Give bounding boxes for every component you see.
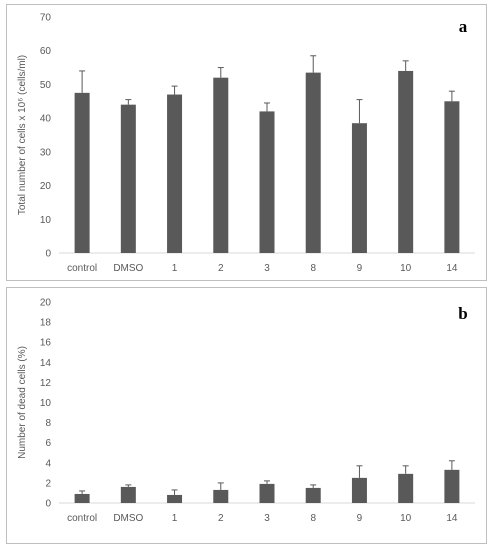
chart-a-ytick-label: 70 (40, 13, 52, 24)
chart-b-bar (120, 486, 136, 503)
chart-b-ytick-label: 16 (40, 338, 52, 349)
chart-a-xtick-label: 10 (400, 263, 412, 274)
chart-b-ytick-label: 0 (45, 499, 51, 510)
chart-a-xtick-label: 14 (446, 263, 458, 274)
chart-a-bar (213, 77, 229, 253)
chart-a-bar (120, 104, 136, 254)
chart-b-xtick-label: 2 (218, 513, 224, 524)
chart-b-ytick-label: 14 (40, 358, 52, 369)
chart-a-panel-letter: a (459, 17, 468, 36)
chart-b-y-axis-label: Number of dead cells (%) (17, 346, 28, 459)
chart-a-xtick-label: 9 (357, 263, 363, 274)
chart-b-xtick-label: DMSO (113, 513, 143, 524)
chart-a-bar (351, 123, 367, 253)
chart-b-xtick-label: 8 (310, 513, 316, 524)
chart-b-xtick-label: 3 (264, 513, 270, 524)
chart-b-ytick-label: 6 (45, 438, 51, 449)
chart-a-ytick-label: 60 (40, 46, 52, 57)
chart-b-panel-letter: b (458, 304, 467, 323)
chart-b-xtick-label: 10 (400, 513, 412, 524)
chart-a-ytick-label: 50 (40, 80, 52, 91)
chart-a-ytick-label: 10 (40, 215, 52, 226)
chart-panel-b: 0 2 4 6 8 10 12 14 16 18 20 Number of dead cells (%… (6, 287, 487, 544)
chart-a-xtick-label: 8 (310, 263, 316, 274)
chart-panel-a: 0 10 20 30 40 50 60 70 Total number of cells x 1… (6, 4, 487, 281)
chart-b-bar (74, 493, 90, 503)
chart-b-ytick-label: 12 (40, 378, 52, 389)
chart-b-ytick-label: 8 (45, 418, 51, 429)
chart-a-bar (74, 92, 90, 253)
chart-b-bar (444, 469, 460, 503)
chart-a-ytick-label: 20 (40, 181, 52, 192)
chart-b-ytick-label: 10 (40, 398, 52, 409)
chart-a-ytick-label: 30 (40, 147, 52, 158)
chart-a-bar (444, 101, 460, 254)
chart-b-bar (305, 487, 321, 503)
chart-b-xtick-label: control (67, 513, 97, 524)
chart-b-bar (259, 483, 275, 503)
chart-a-bar (305, 72, 321, 253)
chart-a-xtick-label: control (67, 263, 97, 274)
chart-a-ytick-label: 40 (40, 114, 52, 125)
chart-b-bar (351, 477, 367, 503)
chart-a-bar (259, 111, 275, 254)
chart-b-bar (398, 473, 414, 503)
chart-a-xtick-label: 1 (172, 263, 178, 274)
chart-a-bar (398, 70, 414, 253)
chart-b-ytick-label: 4 (45, 458, 51, 469)
chart-b-xtick-label: 14 (446, 513, 458, 524)
chart-a-xtick-label: DMSO (113, 263, 143, 274)
chart-b-ytick-label: 18 (40, 318, 52, 329)
chart-a-xtick-label: 3 (264, 263, 270, 274)
chart-a-bar (167, 94, 183, 254)
chart-b-ytick-label: 2 (45, 478, 51, 489)
chart-a-y-axis-label: Total number of cells x 10⁶ (cells/ml) (17, 55, 28, 215)
chart-b-ytick-label: 20 (40, 298, 52, 309)
chart-b-xtick-label: 1 (172, 513, 178, 524)
chart-b-bar (213, 489, 229, 503)
chart-b-bar (167, 494, 183, 503)
chart-b-xtick-label: 9 (357, 513, 363, 524)
chart-a-xtick-label: 2 (218, 263, 224, 274)
chart-a-ytick-label: 0 (45, 249, 51, 260)
chart-a-svg: 0 10 20 30 40 50 60 70 Total number of cells x 1… (17, 13, 475, 274)
